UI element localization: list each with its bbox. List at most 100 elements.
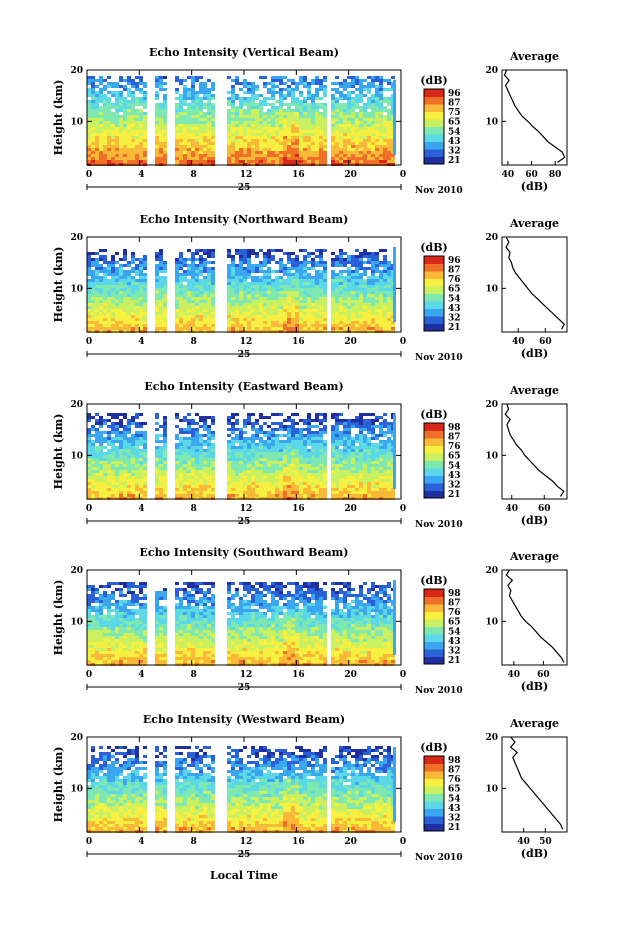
heatmap-cell [175, 294, 179, 297]
heatmap-cell [263, 273, 267, 276]
heatmap-cell [91, 288, 95, 291]
heatmap-cell [271, 297, 275, 300]
heatmap-cell [139, 97, 143, 100]
heatmap-cell [243, 455, 247, 458]
heatmap-cell [315, 288, 319, 291]
heatmap-cell [139, 458, 143, 461]
x-tick-label: 20 [344, 337, 357, 347]
heatmap-cell [267, 473, 271, 476]
heatmap-cell [379, 264, 383, 267]
heatmap-cell [287, 440, 291, 443]
heatmap-cell [307, 112, 311, 115]
heatmap-cell [255, 327, 259, 330]
heatmap-cell [135, 413, 139, 416]
heatmap-cell [367, 97, 371, 100]
heatmap-cell [295, 324, 299, 327]
heatmap-cell [315, 276, 319, 279]
heatmap-cell [283, 139, 287, 142]
heatmap-cell [143, 443, 147, 446]
heatmap-cell [155, 294, 159, 297]
heatmap-cell [267, 315, 271, 318]
heatmap-cell [239, 255, 243, 258]
heatmap-cell [87, 151, 91, 154]
heatmap-cell [303, 118, 307, 121]
heatmap-cell [239, 100, 243, 103]
heatmap-cell [211, 94, 215, 97]
heatmap-cell [323, 297, 327, 300]
heatmap-cell [99, 249, 103, 252]
heatmap-cell [243, 136, 247, 139]
heatmap-cell [255, 470, 259, 473]
heatmap-cell [279, 446, 283, 449]
heatmap-cell [287, 130, 291, 133]
heatmap-cell [159, 303, 163, 306]
heatmap-cell [191, 318, 195, 321]
y-axis-label: Height (km) [52, 80, 65, 156]
heatmap-cell [271, 88, 275, 91]
heatmap-cell [291, 261, 295, 264]
heatmap-cell [183, 315, 187, 318]
heatmap-cell [393, 247, 396, 250]
heatmap-cell [271, 94, 275, 97]
heatmap-cell [159, 294, 163, 297]
heatmap-cell [259, 76, 263, 79]
heatmap-cell [103, 79, 107, 82]
colorbar-tick-label: 54 [448, 294, 461, 304]
heatmap-cell [159, 103, 163, 106]
heatmap-cell [283, 160, 287, 163]
heatmap-cell [211, 318, 215, 321]
heatmap-cell [303, 76, 307, 79]
heatmap-cell [179, 327, 183, 330]
heatmap-cell [299, 130, 303, 133]
heatmap-cell [135, 127, 139, 130]
heatmap-cell [291, 437, 295, 440]
heatmap-cell [343, 324, 347, 327]
heatmap-cell [331, 121, 335, 124]
heatmap-cell [179, 160, 183, 163]
heatmap-cell [163, 425, 167, 428]
heatmap-cell [191, 303, 195, 306]
heatmap-cell [371, 76, 375, 79]
heatmap-cell [155, 148, 159, 151]
heatmap-cell [359, 139, 363, 142]
heatmap-cell [123, 121, 127, 124]
heatmap-cell [127, 425, 131, 428]
heatmap-cell [251, 425, 255, 428]
heatmap-cell [139, 91, 143, 94]
heatmap-cell [87, 255, 91, 258]
heatmap-cell [103, 476, 107, 479]
heatmap-cell [371, 160, 375, 163]
heatmap-cell [259, 297, 263, 300]
heatmap-cell [331, 154, 335, 157]
heatmap-cell [139, 148, 143, 151]
heatmap-cell [195, 139, 199, 142]
heatmap-cell [139, 306, 143, 309]
heatmap-cell [183, 303, 187, 306]
heatmap-cell [87, 157, 91, 160]
heatmap-cell [239, 473, 243, 476]
heatmap-cell [387, 157, 391, 160]
heatmap-cell [351, 109, 355, 112]
heatmap-cell [267, 124, 271, 127]
heatmap-cell [315, 255, 319, 258]
heatmap-cell [139, 151, 143, 154]
heatmap-cell [119, 118, 123, 121]
heatmap-cell [379, 142, 383, 145]
heatmap-cell [127, 312, 131, 315]
heatmap-cell [119, 297, 123, 300]
heatmap-cell [271, 145, 275, 148]
heatmap-cell [263, 148, 267, 151]
heatmap-cell [143, 324, 147, 327]
heatmap-cell [291, 476, 295, 479]
heatmap-cell [131, 306, 135, 309]
heatmap-cell [299, 318, 303, 321]
heatmap-cell [323, 112, 327, 115]
heatmap-cell [383, 142, 387, 145]
heatmap-cell [379, 82, 383, 85]
heatmap-cell [211, 315, 215, 318]
heatmap-cell [371, 148, 375, 151]
heatmap-cell [271, 470, 275, 473]
heatmap-cell [393, 259, 396, 262]
heatmap-cell [315, 154, 319, 157]
heatmap-cell [311, 276, 315, 279]
